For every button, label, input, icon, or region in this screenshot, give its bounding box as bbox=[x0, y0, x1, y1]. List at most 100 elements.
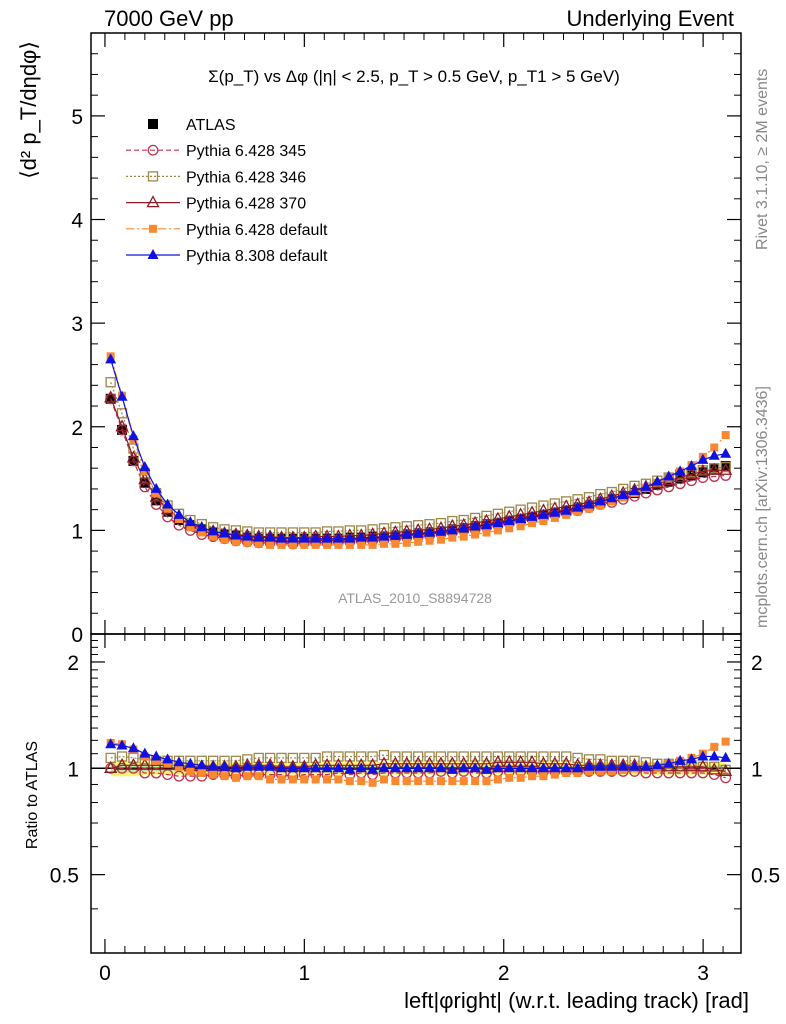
ratio-point bbox=[709, 761, 720, 772]
data-point bbox=[560, 504, 572, 515]
data-point bbox=[458, 522, 470, 533]
ratio-point bbox=[515, 751, 526, 762]
ratio-point bbox=[537, 762, 549, 773]
data-point bbox=[617, 489, 629, 500]
data-point bbox=[345, 540, 354, 549]
data-point bbox=[503, 515, 515, 526]
ratio-frame bbox=[90, 633, 742, 954]
ratio-point bbox=[300, 775, 309, 784]
ratio-point bbox=[253, 760, 265, 771]
ratio-point bbox=[594, 760, 606, 771]
data-point bbox=[674, 465, 686, 476]
data-point bbox=[139, 461, 151, 472]
data-point bbox=[287, 532, 299, 543]
ratio-point bbox=[401, 751, 412, 762]
ratio-y-tick-label: 0.5 bbox=[50, 865, 79, 888]
ratio-point bbox=[333, 751, 344, 762]
data-point bbox=[697, 472, 709, 483]
data-point bbox=[471, 530, 480, 539]
data-point bbox=[186, 523, 195, 532]
data-point bbox=[323, 540, 332, 549]
ratio-point bbox=[207, 760, 219, 771]
data-point bbox=[550, 513, 559, 522]
data-point bbox=[707, 462, 721, 475]
ratio-point bbox=[266, 775, 275, 784]
ratio-point bbox=[651, 759, 663, 770]
legend-label: Pythia 6.428 370 bbox=[186, 196, 306, 213]
ratio-point bbox=[584, 767, 593, 776]
ratio-point bbox=[138, 757, 152, 770]
data-point bbox=[209, 532, 218, 541]
data-point bbox=[127, 430, 139, 441]
ratio-y-axis-label: Ratio to ATLAS bbox=[24, 741, 41, 849]
ratio-point bbox=[243, 772, 252, 781]
ratio-point bbox=[503, 762, 515, 773]
y-axis-label: ⟨d² p_T/dηdφ⟩ bbox=[16, 41, 41, 179]
ratio-point bbox=[368, 778, 377, 787]
ratio-point bbox=[402, 777, 411, 786]
mcplots-label: mcplots.cern.ch [arXiv:1306.3436] bbox=[754, 386, 771, 628]
data-point bbox=[515, 512, 527, 523]
ratio-point bbox=[104, 760, 118, 773]
data-point bbox=[275, 532, 287, 543]
ratio-point bbox=[152, 756, 161, 765]
data-point bbox=[414, 537, 423, 546]
ratio-point bbox=[482, 777, 491, 786]
data-point bbox=[425, 536, 434, 545]
data-point bbox=[697, 453, 709, 464]
ratio-point bbox=[696, 759, 710, 772]
ratio-point bbox=[275, 762, 287, 773]
data-point bbox=[721, 431, 730, 440]
rivet-label: Rivet 3.1.10, ≥ 2M events bbox=[754, 68, 771, 250]
data-point bbox=[140, 467, 149, 476]
data-point bbox=[138, 472, 152, 485]
ratio-point bbox=[344, 763, 356, 774]
data-point bbox=[696, 463, 710, 476]
ratio-series-py8def bbox=[105, 738, 732, 774]
data-point bbox=[391, 539, 400, 548]
data-point bbox=[288, 540, 297, 549]
ratio-point bbox=[414, 777, 423, 786]
ratio-point bbox=[663, 757, 675, 768]
ratio-point bbox=[617, 760, 629, 771]
ratio-line bbox=[110, 754, 726, 771]
data-point bbox=[104, 390, 118, 403]
ratio-point bbox=[469, 751, 481, 762]
ratio-point bbox=[504, 751, 515, 762]
y-tick-label: 2 bbox=[71, 417, 83, 440]
data-point bbox=[151, 495, 162, 506]
ratio-point bbox=[673, 759, 687, 772]
ratio-point bbox=[332, 762, 344, 773]
legend-marker bbox=[147, 249, 159, 259]
data-point bbox=[594, 495, 606, 506]
data-point bbox=[448, 533, 457, 542]
ratio-point bbox=[355, 762, 367, 773]
series-line bbox=[110, 356, 727, 546]
ratio-point bbox=[560, 762, 572, 773]
data-point bbox=[311, 540, 320, 549]
ratio-point bbox=[515, 762, 527, 773]
ratio-point bbox=[345, 777, 354, 786]
data-point bbox=[708, 449, 720, 460]
ratio-point bbox=[310, 762, 322, 773]
data-point bbox=[207, 525, 219, 536]
ratio-point bbox=[697, 750, 709, 761]
data-point bbox=[379, 539, 388, 548]
ratio-point bbox=[321, 751, 333, 762]
ratio-point bbox=[389, 762, 401, 773]
ratio-point bbox=[583, 760, 595, 771]
ratio-point bbox=[708, 750, 720, 761]
data-point bbox=[435, 525, 447, 536]
data-point bbox=[378, 530, 390, 541]
data-point bbox=[469, 520, 481, 531]
ratio-point bbox=[311, 775, 320, 784]
data-point bbox=[367, 531, 379, 542]
data-point bbox=[162, 498, 174, 509]
ratio-y-tick-label: 1 bbox=[67, 758, 79, 781]
ratio-point bbox=[607, 767, 616, 776]
data-point bbox=[549, 506, 561, 517]
ratio-point bbox=[720, 772, 732, 784]
ratio-point bbox=[674, 754, 686, 765]
y-tick-label: 0 bbox=[71, 624, 83, 647]
